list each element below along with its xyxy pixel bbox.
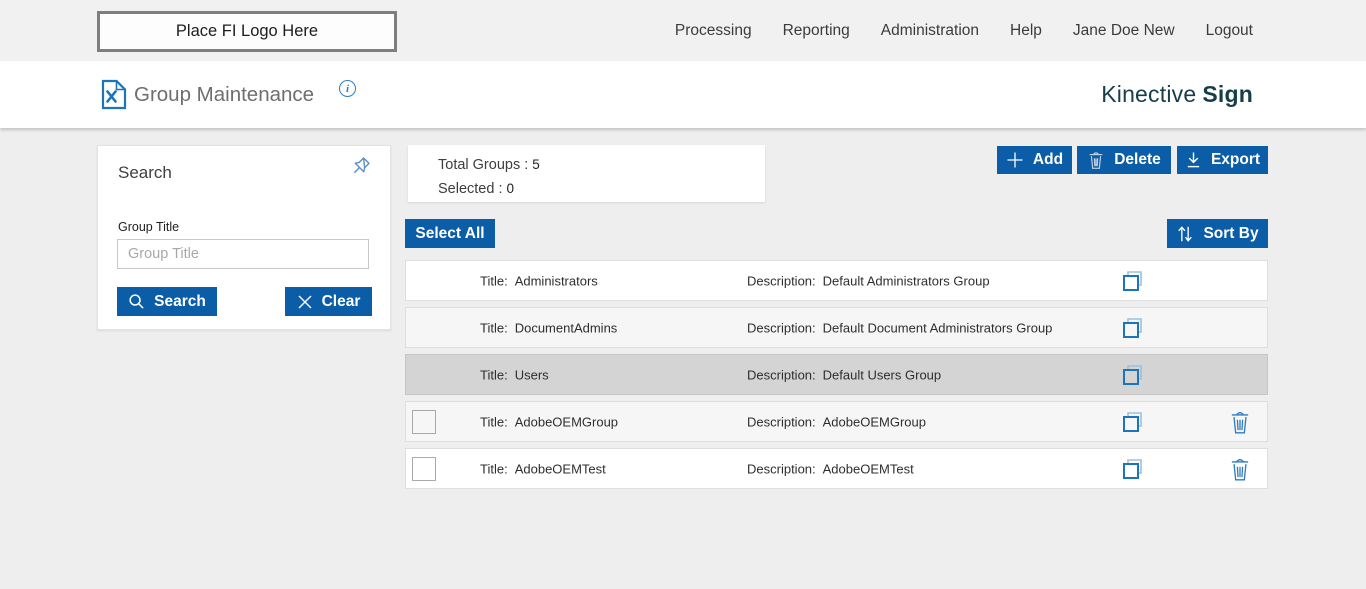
search-button[interactable]: Search	[117, 287, 217, 316]
nav-item-help[interactable]: Help	[1010, 21, 1042, 39]
copy-icon[interactable]	[1120, 268, 1146, 294]
search-icon	[129, 294, 144, 309]
info-icon[interactable]: i	[339, 80, 356, 97]
copy-icon[interactable]	[1120, 315, 1146, 341]
row-checkbox[interactable]	[412, 456, 436, 481]
row-description: Description: AdobeOEMTest	[747, 461, 914, 476]
row-description: Description: Default Users Group	[747, 367, 942, 382]
page-title: Group Maintenance	[134, 82, 315, 106]
group-row-adobeoemtest[interactable]: Title: AdobeOEMTest Description: AdobeOEMT…	[405, 448, 1268, 489]
row-checkbox[interactable]	[412, 409, 436, 434]
clear-button-label: Clear	[321, 292, 361, 310]
row-title: Title: AdobeOEMGroup	[480, 414, 619, 429]
clear-icon	[298, 295, 312, 308]
trash-icon	[1089, 152, 1103, 169]
delete-button[interactable]: Delete	[1077, 146, 1171, 174]
search-button-label: Search	[154, 292, 206, 310]
nav-item-reporting[interactable]: Reporting	[782, 21, 850, 39]
group-title-label: Group Title	[118, 220, 180, 234]
row-description: Description: Default Administrators Group	[747, 273, 990, 288]
search-panel-title: Search	[118, 163, 172, 182]
group-row-adobeoemgroup[interactable]: Title: AdobeOEMGroup Description: AdobeOEM…	[405, 401, 1268, 442]
delete-button-label: Delete	[1114, 151, 1161, 168]
select-all-button-label: Select All	[415, 224, 485, 242]
selected-line: Selected : 0	[438, 177, 765, 201]
selected-value: 0	[506, 181, 515, 196]
row-title: Title: Users	[480, 367, 549, 382]
row-title: Title: DocumentAdmins	[480, 320, 618, 335]
pushpin-icon[interactable]	[348, 153, 374, 179]
brand-product: Sign	[1202, 81, 1253, 107]
fi-logo-placeholder[interactable]: Place FI Logo Here	[97, 11, 397, 52]
group-row-administrators[interactable]: Title: Administrators Description: Default…	[405, 260, 1268, 301]
delete-row-icon[interactable]	[1229, 409, 1251, 435]
sort-by-button-label: Sort By	[1203, 224, 1259, 242]
row-description: Description: AdobeOEMGroup	[747, 414, 926, 429]
add-button[interactable]: Add	[997, 146, 1072, 174]
row-description: Description: Default Document Administrat…	[747, 320, 1053, 335]
group-row-users[interactable]: Title: Users Description: Default Users Gr…	[405, 354, 1268, 395]
fi-logo-placeholder-label: Place FI Logo Here	[175, 22, 319, 40]
row-title: Title: Administrators	[480, 273, 598, 288]
nav-item-administration[interactable]: Administration	[880, 21, 980, 39]
copy-icon[interactable]	[1120, 456, 1146, 482]
top-nav: Processing Reporting Administration Help…	[675, 0, 1253, 61]
row-title: Title: AdobeOEMTest	[480, 461, 606, 476]
export-button[interactable]: Export	[1177, 146, 1268, 174]
search-panel: Search Group Title Search Clear	[97, 145, 391, 330]
add-button-label: Add	[1032, 151, 1064, 168]
copy-icon[interactable]	[1120, 409, 1146, 435]
group-row-documentadmins[interactable]: Title: DocumentAdmins Description: Default…	[405, 307, 1268, 348]
nav-item-processing[interactable]: Processing	[674, 21, 752, 39]
total-groups-value: 5	[532, 157, 540, 172]
clear-button[interactable]: Clear	[285, 287, 372, 316]
brand-name: Kinective	[1101, 81, 1197, 107]
group-maintenance-icon	[101, 79, 127, 110]
download-icon	[1187, 152, 1200, 168]
sort-by-button[interactable]: Sort By	[1167, 219, 1268, 248]
nav-item-logout[interactable]: Logout	[1205, 21, 1253, 39]
top-header: Place FI Logo Here Processing Reporting …	[0, 0, 1366, 61]
selected-label: Selected :	[438, 181, 503, 197]
total-groups-line: Total Groups : 5	[438, 153, 765, 177]
export-button-label: Export	[1210, 151, 1261, 168]
copy-icon[interactable]	[1120, 362, 1146, 388]
group-title-input[interactable]	[117, 239, 369, 269]
sort-arrows-icon	[1178, 225, 1193, 242]
brand-logo: Kinective Sign	[1101, 61, 1253, 128]
nav-item-user[interactable]: Jane Doe New	[1072, 21, 1175, 39]
title-band: Group Maintenance i Kinective Sign	[0, 61, 1366, 128]
plus-icon	[1007, 152, 1023, 168]
delete-row-icon[interactable]	[1229, 456, 1251, 482]
total-groups-label: Total Groups :	[438, 157, 529, 173]
select-all-button[interactable]: Select All	[405, 219, 495, 248]
summary-box: Total Groups : 5 Selected : 0	[408, 145, 765, 202]
